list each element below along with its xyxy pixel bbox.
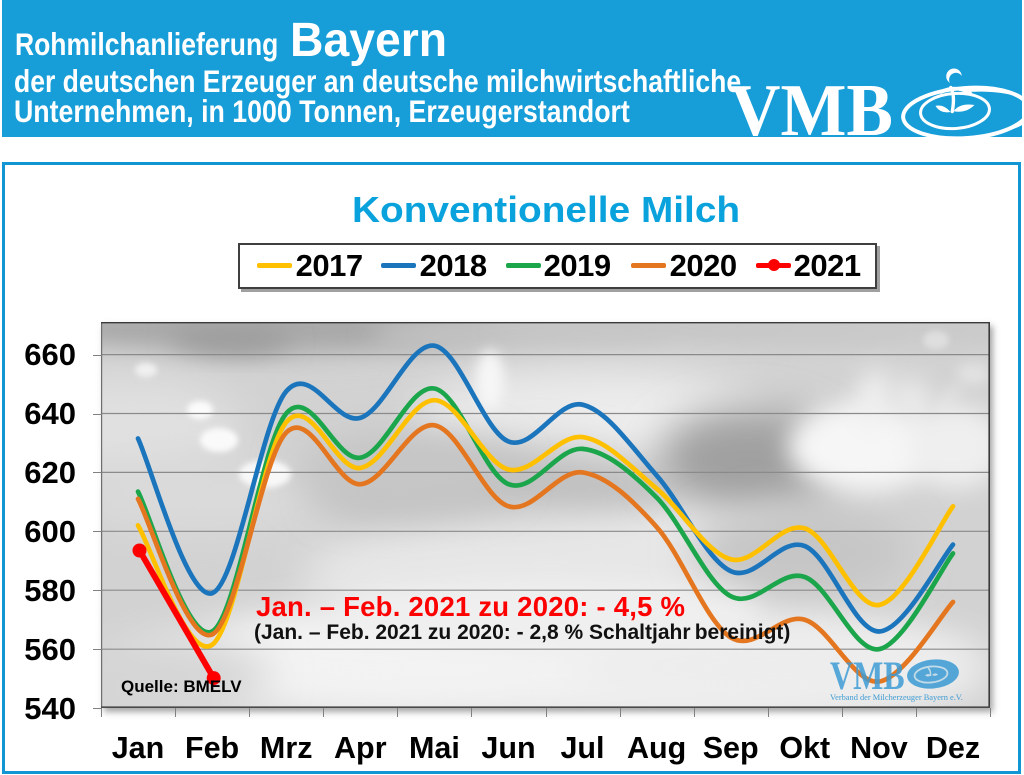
svg-text:VMB: VMB [830,655,905,698]
svg-text:Verband der Milcherzeuger Baye: Verband der Milcherzeuger Bayern e.V. [830,693,963,702]
